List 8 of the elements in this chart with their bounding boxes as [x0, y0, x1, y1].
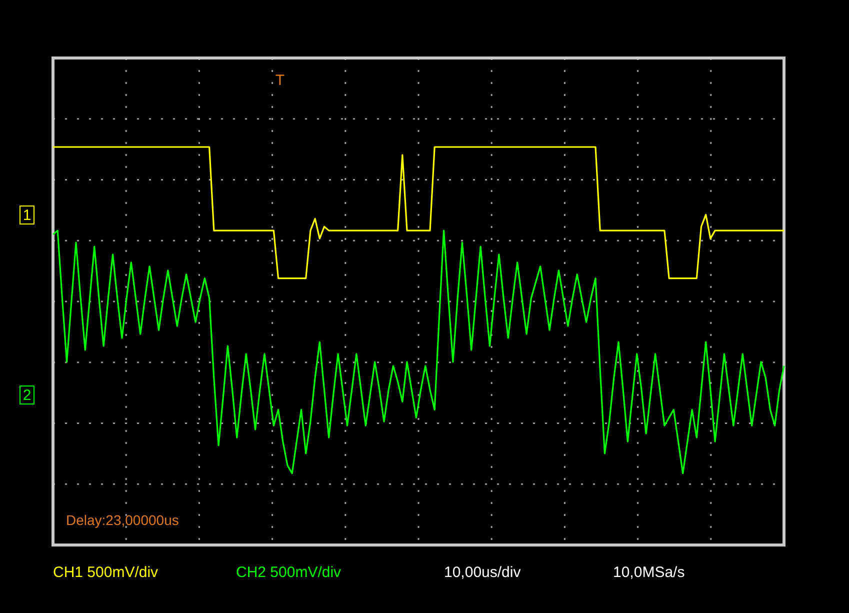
- text: 1: [22, 207, 32, 224]
- text: T: [275, 72, 285, 89]
- annotation: Delay:23,00000us: [66, 512, 179, 528]
- text: CH2 500mV/div: [236, 564, 342, 581]
- text: 10,0MSa/s: [613, 564, 685, 581]
- text: 10,00us/div: [444, 564, 522, 581]
- text: 2: [22, 387, 32, 404]
- text: CH1 500mV/div: [53, 564, 159, 581]
